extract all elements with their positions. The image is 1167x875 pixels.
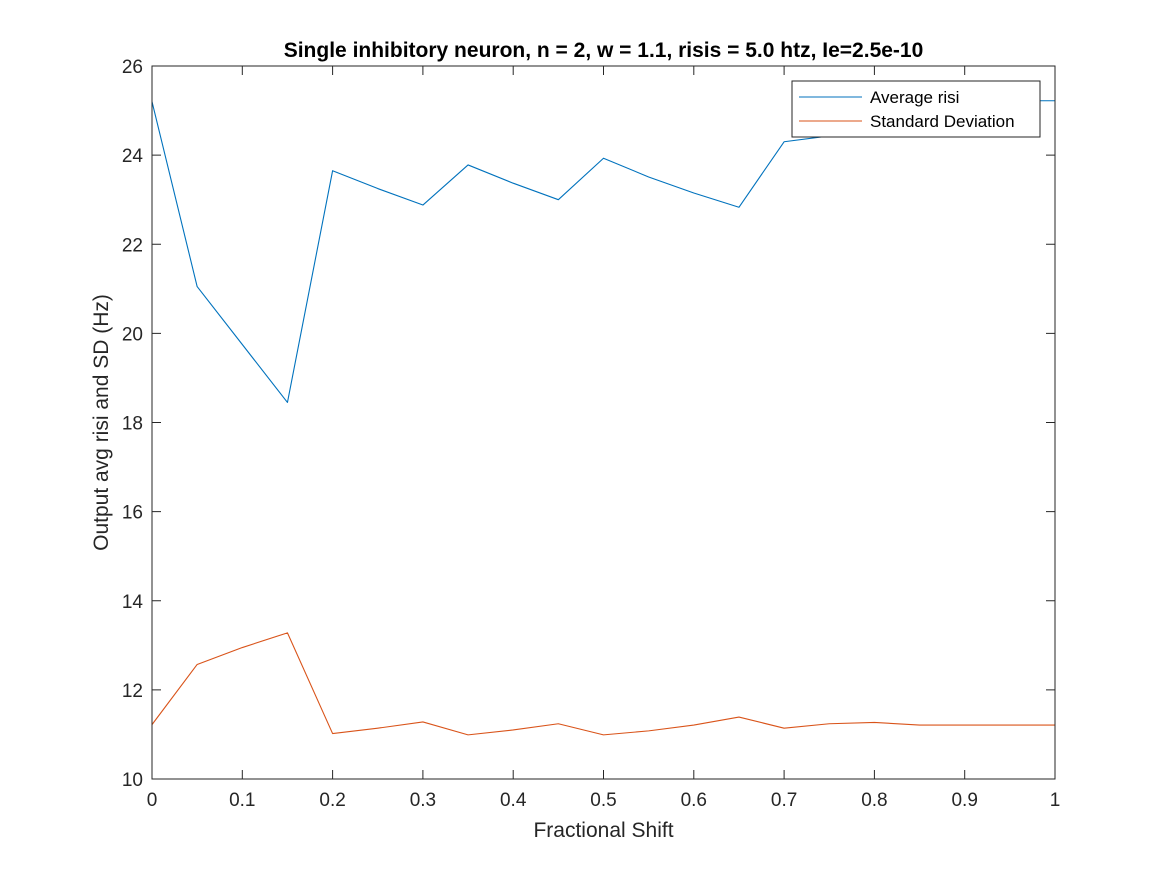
- plot-area: [152, 66, 1055, 779]
- x-tick-label: 0: [147, 790, 158, 811]
- series-line-standard-deviation: [151, 632, 1055, 736]
- y-tick-label: 26: [122, 57, 143, 78]
- y-tick-label: 24: [122, 146, 144, 167]
- x-tick-label: 0.8: [861, 790, 887, 811]
- legend: Average risi Standard Deviation: [791, 80, 1041, 138]
- y-tick-label: 10: [122, 770, 143, 791]
- y-tick-label: 12: [122, 681, 143, 702]
- y-tick-label: 22: [122, 235, 143, 256]
- y-tick-label: 20: [122, 324, 143, 345]
- legend-box: [791, 80, 1041, 138]
- x-tick-label: 0.3: [410, 790, 436, 811]
- axes: [152, 66, 1055, 779]
- x-tick-label: 0.1: [229, 790, 255, 811]
- x-tick-label: 0.6: [681, 790, 707, 811]
- y-tick-label: 18: [122, 414, 143, 435]
- y-tick-label: 16: [122, 503, 143, 524]
- legend-label-average-risi: Average risi: [870, 88, 959, 107]
- legend-label-standard-deviation: Standard Deviation: [870, 112, 1015, 131]
- x-axis-ticks: 0 0.1 0.2 0.3 0.4 0.5 0.6 0.7 0.8 0.9 1: [147, 66, 1061, 811]
- y-axis-ticks: 10 12 14 16 18 20 22 24 26: [122, 57, 1055, 791]
- y-axis-label: Output avg risi and SD (Hz): [90, 294, 113, 551]
- x-tick-label: 1: [1050, 790, 1061, 811]
- chart-title: Single inhibitory neuron, n = 2, w = 1.1…: [284, 39, 924, 62]
- x-tick-label: 0.5: [590, 790, 616, 811]
- x-tick-label: 0.2: [319, 790, 345, 811]
- x-tick-label: 0.7: [771, 790, 797, 811]
- x-axis-label: Fractional Shift: [533, 819, 673, 842]
- x-tick-label: 0.4: [500, 790, 527, 811]
- axes-frame: [151, 65, 1056, 780]
- x-tick-label: 0.9: [951, 790, 977, 811]
- y-tick-label: 14: [122, 592, 144, 613]
